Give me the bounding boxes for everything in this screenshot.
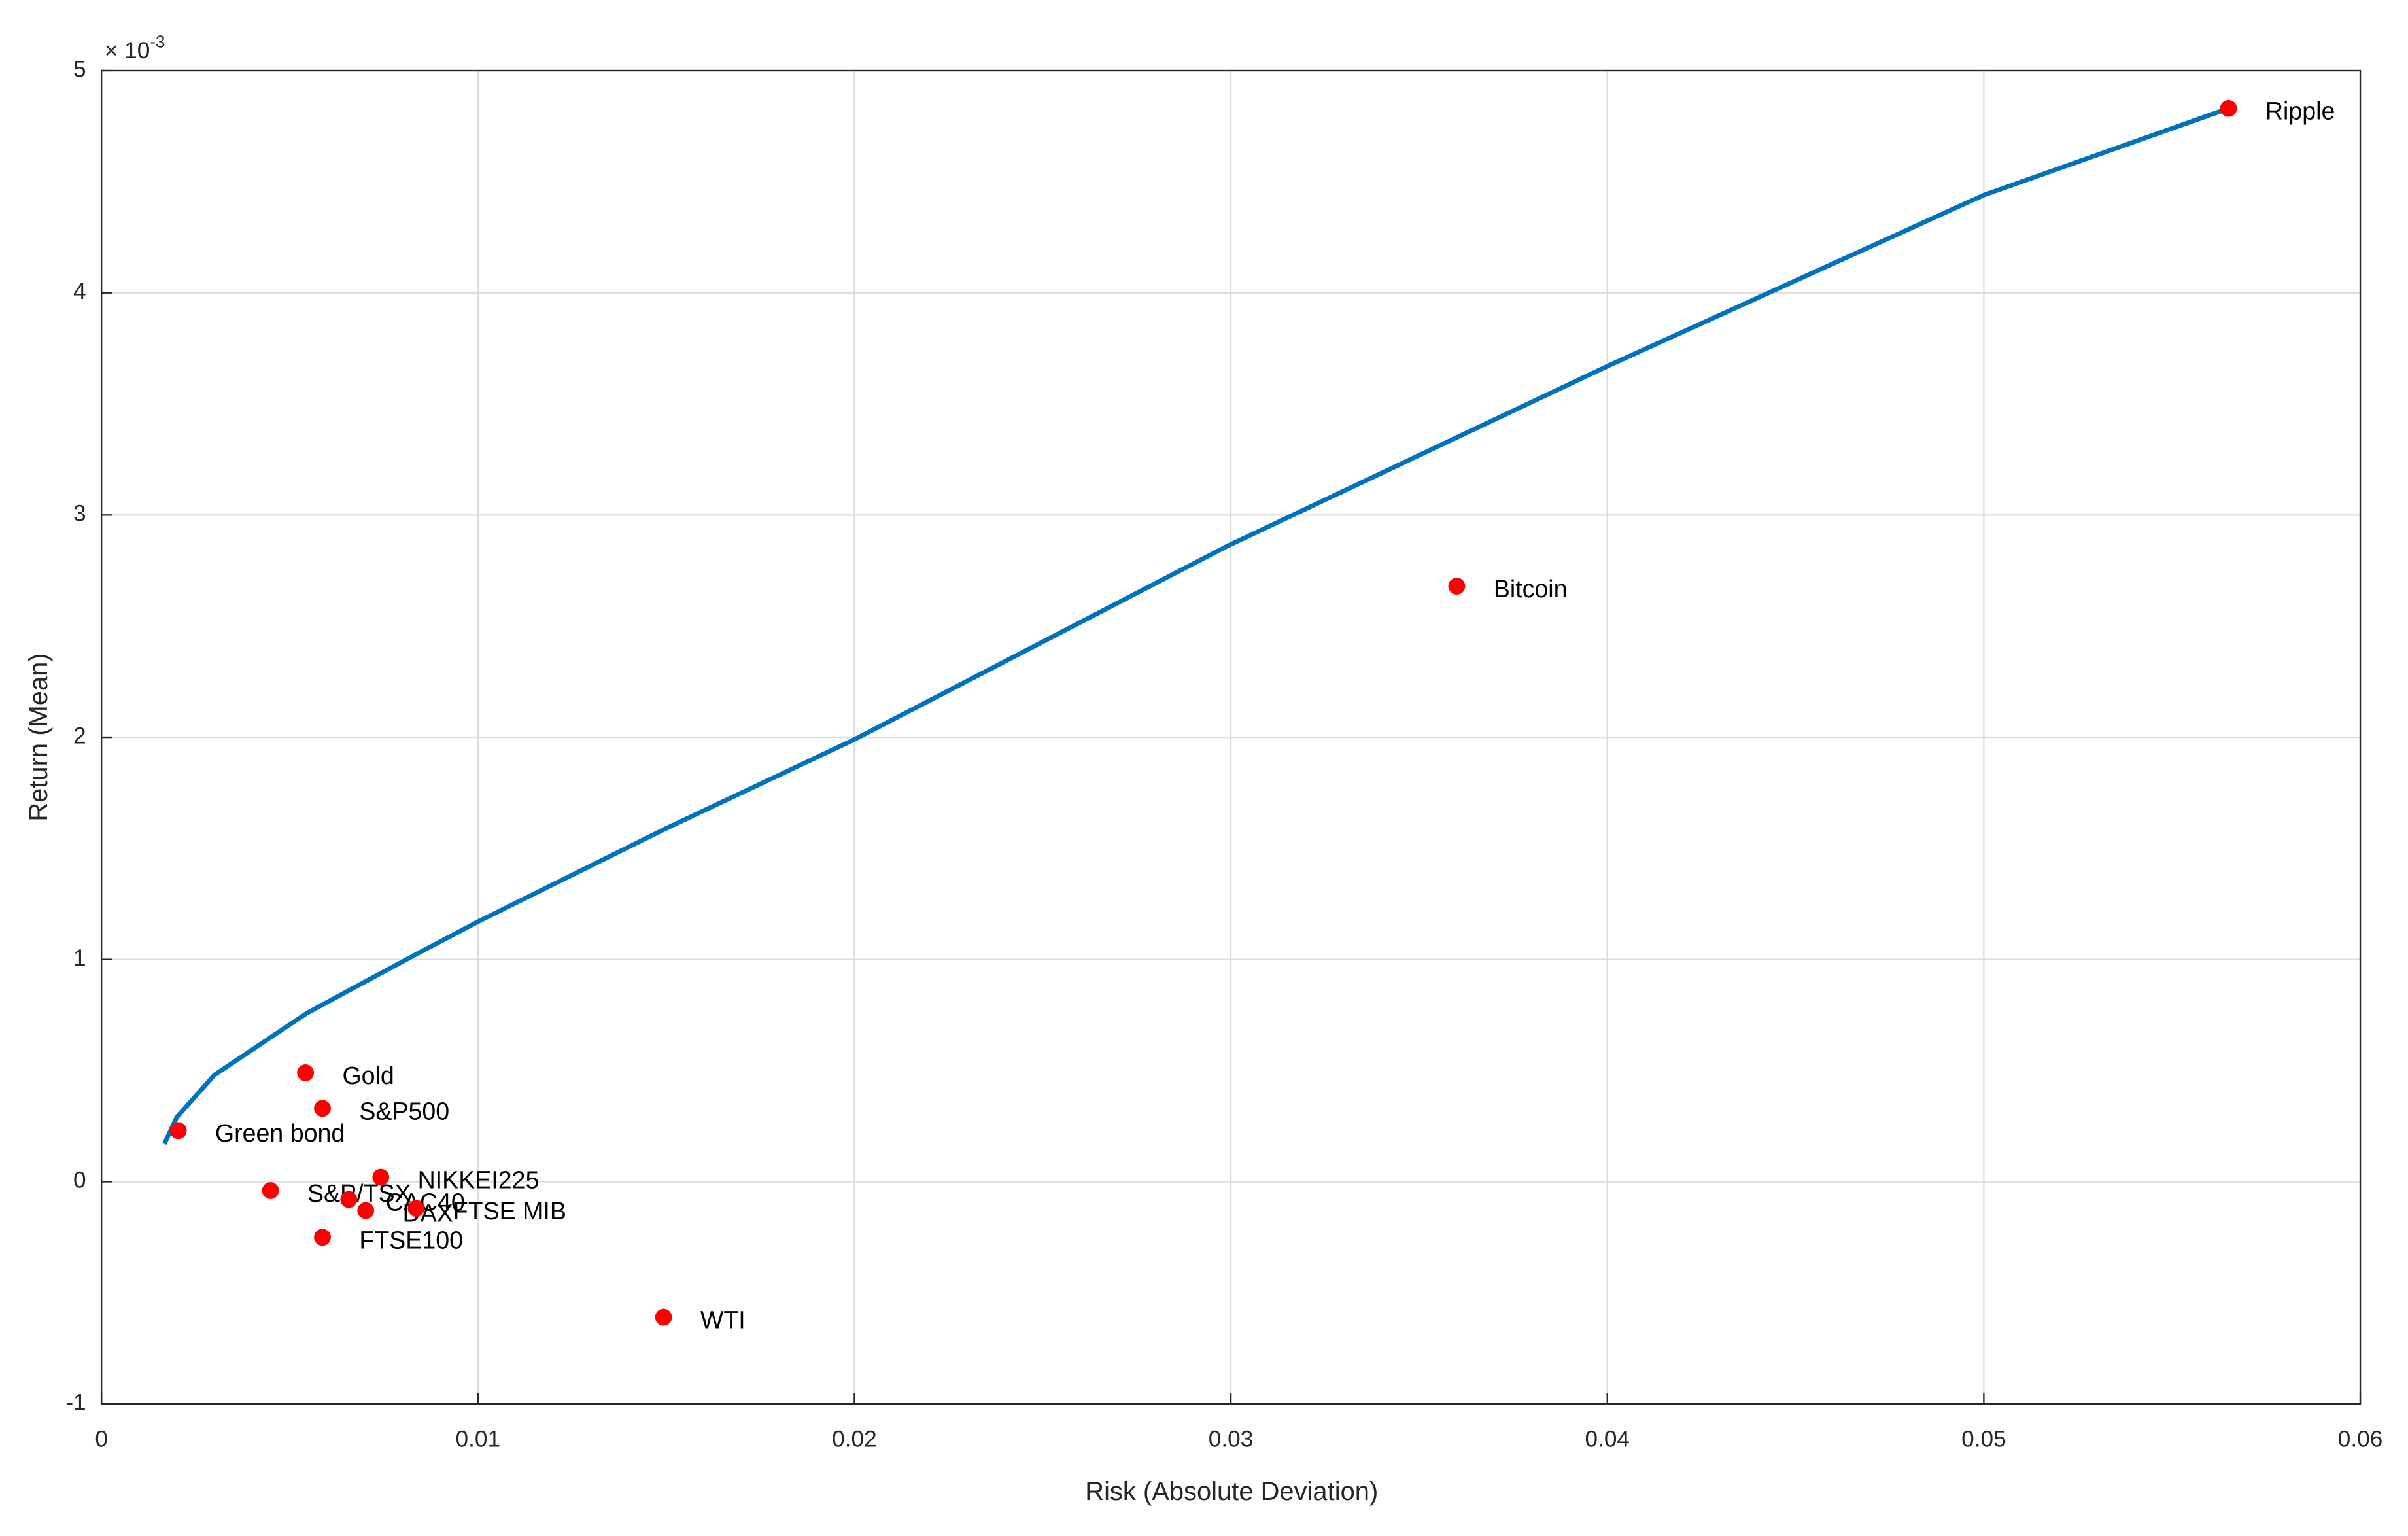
x-tick-label: 0.01 xyxy=(456,1427,501,1452)
x-tick-label: 0.06 xyxy=(2338,1427,2383,1452)
asset-point xyxy=(655,1308,672,1326)
asset-point xyxy=(407,1200,425,1217)
y-tick-label: 4 xyxy=(73,279,86,304)
asset-label: Green bond xyxy=(215,1119,345,1147)
asset-point xyxy=(372,1168,390,1186)
asset-point xyxy=(314,1229,331,1246)
asset-label: FTSE100 xyxy=(359,1226,463,1253)
y-axis-title: Return (Mean) xyxy=(24,653,53,821)
asset-point xyxy=(297,1064,315,1081)
asset-label: FTSE MIB xyxy=(453,1197,566,1225)
x-axis-title: Risk (Absolute Deviation) xyxy=(1085,1477,1378,1506)
y-multiplier-exponent: -3 xyxy=(150,33,165,52)
x-tick-label: 0.03 xyxy=(1209,1427,1254,1452)
y-multiplier-base: × 10 xyxy=(105,38,150,63)
asset-label: Gold xyxy=(342,1062,394,1089)
asset-point xyxy=(2220,99,2237,117)
asset-label: S&P/TSX xyxy=(307,1179,411,1207)
asset-point xyxy=(357,1202,375,1219)
asset-label: WTI xyxy=(700,1306,746,1334)
asset-point xyxy=(340,1191,358,1208)
y-tick-label: 3 xyxy=(73,501,86,527)
y-multiplier: × 10-3 xyxy=(105,33,165,64)
asset-label: S&P500 xyxy=(359,1097,449,1125)
x-tick-label: 0.02 xyxy=(832,1427,877,1452)
asset-point xyxy=(314,1100,331,1117)
y-tick-label: 2 xyxy=(73,723,86,748)
frontier-line xyxy=(162,106,2229,1145)
y-tick-label: 0 xyxy=(73,1168,86,1193)
plot-frame xyxy=(100,69,2362,1405)
asset-label: NIKKEI225 xyxy=(418,1166,540,1194)
asset-point xyxy=(262,1182,279,1199)
asset-point xyxy=(1448,578,1466,595)
asset-label: Bitcoin xyxy=(1494,575,1568,602)
asset-label: Ripple xyxy=(2265,97,2335,125)
asset-label: CAC40 xyxy=(386,1189,465,1216)
y-tick-label: -1 xyxy=(65,1389,86,1415)
x-tick-label: 0.05 xyxy=(1961,1427,2006,1452)
x-tick-label: 0.04 xyxy=(1585,1427,1630,1452)
x-tick-label: 0 xyxy=(95,1427,108,1452)
y-tick-label: 1 xyxy=(73,945,86,971)
asset-point xyxy=(169,1122,187,1140)
y-tick-label: 5 xyxy=(73,56,86,82)
